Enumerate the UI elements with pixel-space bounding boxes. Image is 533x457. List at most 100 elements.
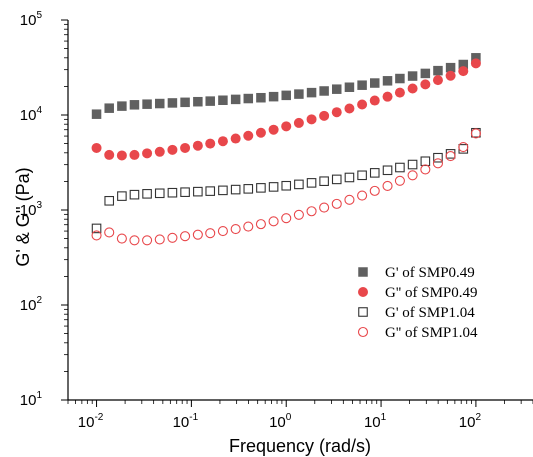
data-point bbox=[319, 202, 330, 213]
data-point bbox=[319, 86, 329, 96]
data-point bbox=[293, 209, 304, 220]
y-tick-label: 104 bbox=[20, 105, 43, 124]
data-point bbox=[433, 65, 443, 76]
y-tick-label: 105 bbox=[20, 10, 43, 29]
data-point bbox=[407, 159, 418, 170]
data-point bbox=[407, 170, 418, 181]
data-point bbox=[382, 165, 393, 176]
ticks bbox=[61, 19, 533, 407]
data-point bbox=[129, 149, 140, 160]
legend-marker bbox=[358, 287, 368, 297]
series-group bbox=[91, 53, 481, 246]
data-point bbox=[382, 91, 393, 102]
data-point bbox=[344, 172, 355, 183]
legend-marker bbox=[357, 326, 369, 338]
data-point bbox=[394, 175, 405, 186]
data-point bbox=[180, 187, 190, 197]
data-point bbox=[217, 226, 228, 237]
data-point bbox=[420, 79, 431, 90]
y-tick-label: 103 bbox=[20, 200, 43, 219]
tick-labels: 10-2 10-1 100 101 102 101 102 103 104 105 bbox=[20, 10, 482, 431]
data-point bbox=[91, 109, 102, 119]
data-point bbox=[142, 189, 152, 199]
data-point bbox=[432, 75, 443, 86]
data-point bbox=[458, 59, 469, 70]
x-tick-label: 101 bbox=[364, 412, 387, 431]
data-point bbox=[331, 174, 342, 185]
legend-marker bbox=[358, 307, 368, 317]
data-point bbox=[281, 180, 292, 191]
data-point bbox=[281, 90, 291, 101]
data-point bbox=[243, 130, 254, 141]
series-2 bbox=[91, 58, 481, 161]
data-point bbox=[331, 107, 342, 118]
data-point bbox=[180, 231, 191, 242]
data-point bbox=[167, 187, 178, 198]
data-point bbox=[255, 127, 266, 138]
data-point bbox=[205, 186, 216, 196]
y-tick-label: 101 bbox=[20, 390, 43, 409]
data-point bbox=[357, 80, 367, 90]
data-point bbox=[142, 148, 153, 159]
data-point bbox=[407, 83, 418, 94]
data-point bbox=[281, 121, 292, 132]
data-point bbox=[369, 95, 380, 106]
data-point bbox=[382, 180, 393, 192]
data-point bbox=[470, 128, 481, 139]
data-point bbox=[91, 142, 102, 153]
legend: G' of SMP0.49 G'' of SMP0.49 G' of SMP1.04… bbox=[357, 265, 478, 341]
data-point bbox=[104, 227, 115, 238]
data-point bbox=[155, 98, 165, 109]
data-point bbox=[420, 68, 431, 79]
data-point bbox=[154, 188, 165, 199]
data-point bbox=[471, 53, 481, 63]
data-point bbox=[382, 76, 393, 86]
legend-label: G'' of SMP0.49 bbox=[385, 285, 478, 301]
data-point bbox=[243, 221, 254, 232]
data-point bbox=[357, 190, 368, 201]
data-point bbox=[306, 206, 317, 217]
data-point bbox=[117, 191, 127, 201]
data-point bbox=[357, 99, 368, 110]
data-point bbox=[129, 189, 140, 200]
data-point bbox=[243, 184, 254, 194]
data-point bbox=[394, 87, 405, 98]
data-point bbox=[205, 96, 215, 106]
x-tick-label: 10-2 bbox=[78, 412, 104, 431]
data-point bbox=[331, 198, 342, 209]
legend-label: G'' of SMP1.04 bbox=[385, 325, 478, 341]
legend-label: G' of SMP0.49 bbox=[385, 265, 475, 281]
data-point bbox=[306, 87, 317, 98]
x-tick-label: 102 bbox=[459, 412, 482, 431]
data-point bbox=[256, 92, 266, 103]
data-point bbox=[268, 216, 279, 227]
data-point bbox=[180, 97, 190, 108]
data-point bbox=[458, 141, 469, 153]
series-3 bbox=[91, 127, 481, 234]
data-point bbox=[116, 150, 127, 161]
data-point bbox=[294, 89, 304, 99]
data-point bbox=[420, 156, 431, 167]
data-point bbox=[193, 96, 203, 107]
data-point bbox=[117, 101, 127, 111]
data-point bbox=[470, 58, 481, 69]
data-point bbox=[281, 213, 292, 224]
data-point bbox=[217, 136, 228, 147]
data-point bbox=[205, 228, 216, 239]
data-point bbox=[91, 230, 102, 241]
data-point bbox=[344, 82, 355, 92]
data-point bbox=[407, 71, 418, 81]
data-point bbox=[332, 84, 342, 94]
data-point bbox=[319, 176, 329, 186]
data-point bbox=[192, 140, 203, 151]
data-point bbox=[255, 219, 266, 230]
data-point bbox=[205, 138, 216, 149]
data-point bbox=[230, 224, 241, 235]
data-point bbox=[458, 66, 469, 77]
data-point bbox=[129, 100, 140, 110]
data-point bbox=[432, 158, 444, 169]
data-point bbox=[357, 170, 367, 181]
data-point bbox=[268, 91, 279, 102]
data-point bbox=[268, 124, 279, 135]
legend-marker bbox=[358, 267, 368, 277]
